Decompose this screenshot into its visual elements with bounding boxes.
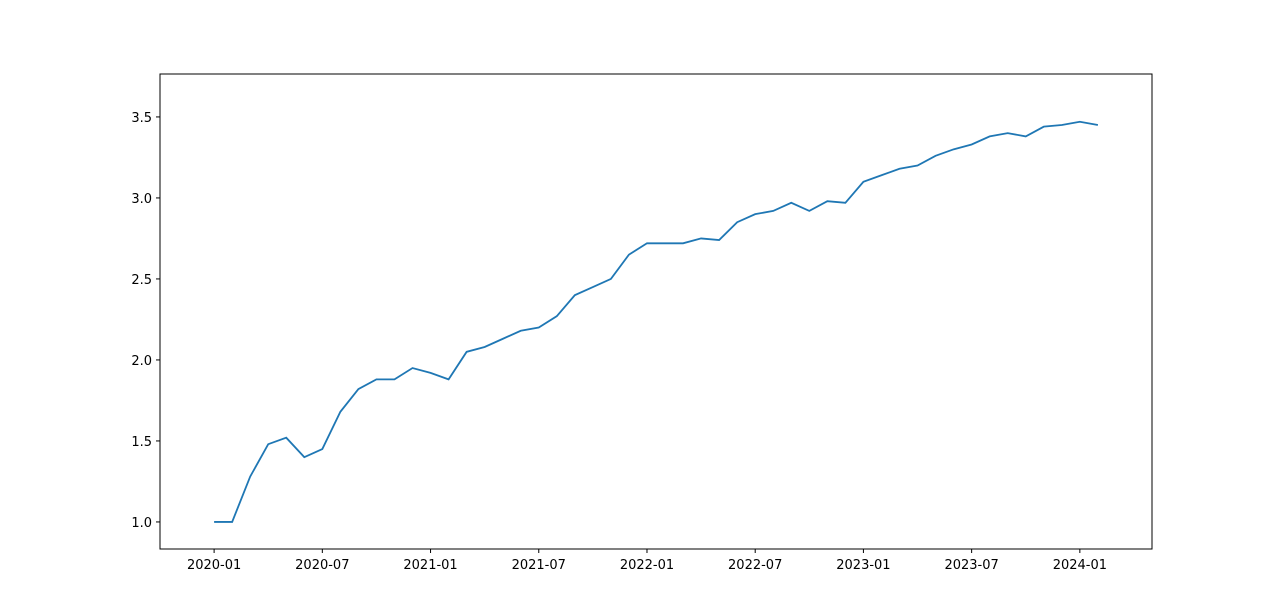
axes-frame bbox=[159, 73, 1153, 550]
x-tick-label: 2020-01 bbox=[187, 558, 241, 573]
y-tick-label: 3.0 bbox=[131, 192, 152, 207]
y-tick-label: 2.0 bbox=[131, 354, 152, 369]
y-tick-label: 1.5 bbox=[131, 435, 152, 450]
y-tick-label: 3.5 bbox=[131, 111, 152, 126]
y-tick-label: 2.5 bbox=[131, 273, 152, 288]
x-tick-label: 2022-01 bbox=[620, 558, 674, 573]
x-tick-label: 2022-07 bbox=[728, 558, 782, 573]
x-tick-label: 2023-07 bbox=[944, 558, 998, 573]
x-tick-label: 2020-07 bbox=[295, 558, 349, 573]
x-tick-label: 2021-07 bbox=[512, 558, 566, 573]
x-tick-label: 2023-01 bbox=[836, 558, 890, 573]
x-tick-label: 2021-01 bbox=[403, 558, 457, 573]
y-tick-label: 1.0 bbox=[131, 516, 152, 531]
line-series bbox=[214, 120, 1099, 523]
x-tick-label: 2024-01 bbox=[1053, 558, 1107, 573]
